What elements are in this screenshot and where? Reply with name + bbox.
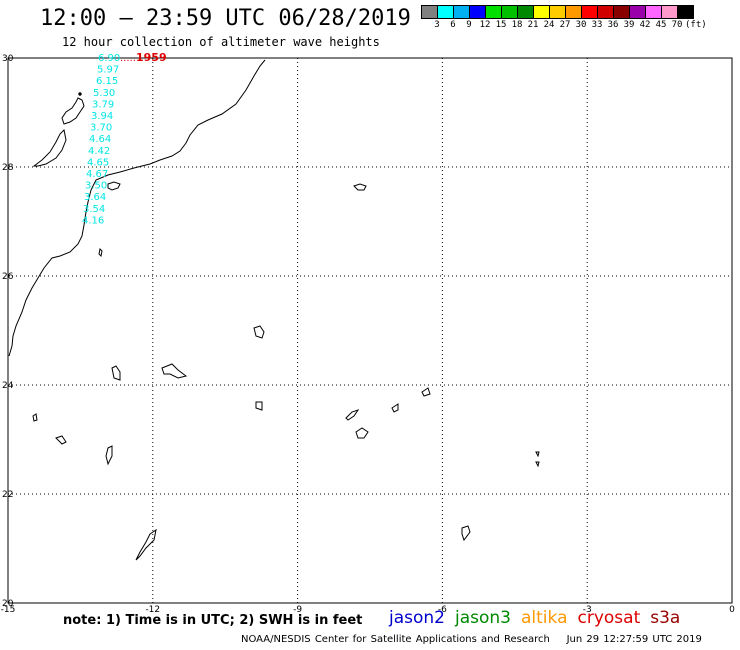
satellite-track: 6.905.976.155.303.793.943.704.644.424.65… — [82, 51, 167, 226]
longitude-tick-label: -9 — [293, 605, 302, 615]
islet-shape — [421, 387, 431, 397]
gran-canaria-island — [107, 181, 121, 191]
wave-height-value: 5.97 — [97, 65, 119, 76]
islet-shape — [535, 461, 540, 468]
legend-unit: (ft) — [685, 20, 707, 30]
satellite-name-s3a: s3a — [650, 608, 681, 628]
legend-label: 33 — [591, 20, 603, 30]
legend-label: 30 — [575, 20, 587, 30]
wave-height-value: 4.64 — [89, 134, 111, 145]
islet-shape — [111, 365, 121, 381]
islet-shape — [355, 427, 369, 439]
islet-shape — [135, 528, 157, 561]
satellite-name-cryosat: cryosat — [577, 608, 641, 628]
map-title: 12:00 – 23:59 UTC 06/28/2019 — [40, 6, 411, 31]
latitude-tick-label: 24 — [2, 381, 14, 391]
satellite-legend: jason2 jason3 altika cryosat s3a — [389, 608, 690, 628]
legend-label: 70 — [671, 20, 683, 30]
latitude-tick-label: 22 — [2, 490, 13, 500]
legend-label: 3 — [434, 20, 440, 30]
satellite-name-jason3: jason3 — [455, 608, 511, 628]
islet-shape — [253, 325, 265, 339]
legend-label: 27 — [559, 20, 571, 30]
alegranza-islet — [78, 92, 82, 96]
wave-height-value: 3.79 — [92, 99, 114, 110]
wave-height-value: 6.15 — [96, 76, 118, 87]
african-coastline — [8, 59, 266, 357]
legend-label: 15 — [495, 20, 507, 30]
credit-line: NOAA/NESDIS Center for Satellite Applica… — [241, 634, 702, 645]
islet-shape — [345, 409, 360, 421]
units-note: note: 1) Time is in UTC; 2) SWH is in fe… — [63, 613, 363, 628]
lanzarote-island — [61, 97, 85, 125]
credit-text: NOAA/NESDIS Center for Satellite Applica… — [241, 634, 550, 645]
fuerteventura-island — [32, 128, 67, 167]
wave-height-value: 3.70 — [90, 123, 112, 134]
longitude-tick-label: -3 — [583, 605, 592, 615]
wave-height-value: 6.90 — [98, 53, 120, 64]
islet-shape — [461, 525, 471, 542]
track-time-label: 1959 — [136, 51, 167, 64]
map-grid — [7, 57, 733, 604]
islet-shape — [161, 363, 188, 379]
latitude-tick-label: 28 — [2, 163, 14, 173]
islet-shape — [353, 183, 367, 191]
legend-label: 9 — [466, 20, 472, 30]
longitude-tick-label: -15 — [1, 605, 16, 615]
coastline — [8, 59, 540, 561]
latitude-tick-label: 26 — [2, 272, 14, 282]
latitude-tick-label: 20 — [2, 599, 14, 609]
wave-height-value: 4.16 — [82, 215, 104, 226]
latitude-tick-label: 30 — [2, 54, 14, 64]
legend-swatches — [421, 5, 740, 19]
track-leader-dots: ..... — [120, 53, 136, 64]
satellite-name-jason2: jason2 — [389, 608, 445, 628]
wave-height-value: 3.50 — [85, 181, 107, 192]
wave-height-value: 3.94 — [91, 111, 113, 122]
color-legend: 3 6 9 12 15 18 21 24 27 30 33 36 39 42 45 70 (ft) — [421, 5, 740, 31]
longitude-tick-label: -6 — [438, 605, 447, 615]
axis-tick-labels: -15 -12 -9 -6 -3 0 30 28 26 24 22 20 — [1, 54, 735, 615]
legend-label: 18 — [511, 20, 523, 30]
legend-label: 45 — [655, 20, 667, 30]
legend-label: 42 — [639, 20, 651, 30]
legend-label: 39 — [623, 20, 635, 30]
legend-label: 12 — [479, 20, 491, 30]
islet-shape — [535, 451, 540, 458]
map-frame — [7, 57, 733, 604]
legend-label: 24 — [543, 20, 555, 30]
legend-labels: 3 6 9 12 15 18 21 24 27 30 33 36 39 42 45 70 (ft) — [421, 19, 740, 31]
wave-height-value: 4.42 — [88, 146, 110, 157]
legend-label: 36 — [607, 20, 619, 30]
islet-shape — [32, 413, 38, 422]
wave-height-value: 3.64 — [84, 192, 106, 203]
islet-shape — [98, 247, 103, 258]
map-subtitle: 12 hour collection of altimeter wave hei… — [62, 35, 380, 49]
wave-height-value: 3.54 — [83, 204, 105, 215]
wave-height-value: 5.30 — [93, 88, 115, 99]
legend-label: 21 — [527, 20, 539, 30]
islet-shape — [55, 435, 67, 445]
islet-shape — [105, 445, 113, 466]
wave-height-value: 4.65 — [87, 157, 109, 168]
islet-shape — [391, 403, 399, 413]
legend-swatch — [677, 5, 694, 19]
longitude-tick-label: -12 — [145, 605, 160, 615]
islet-shape — [255, 401, 263, 411]
legend-label: 6 — [450, 20, 456, 30]
wave-height-value: 4.67 — [86, 169, 108, 180]
longitude-tick-label: 0 — [729, 605, 735, 615]
timestamp-text: Jun 29 12:27:59 UTC 2019 — [566, 634, 702, 645]
satellite-name-altika: altika — [521, 608, 568, 628]
